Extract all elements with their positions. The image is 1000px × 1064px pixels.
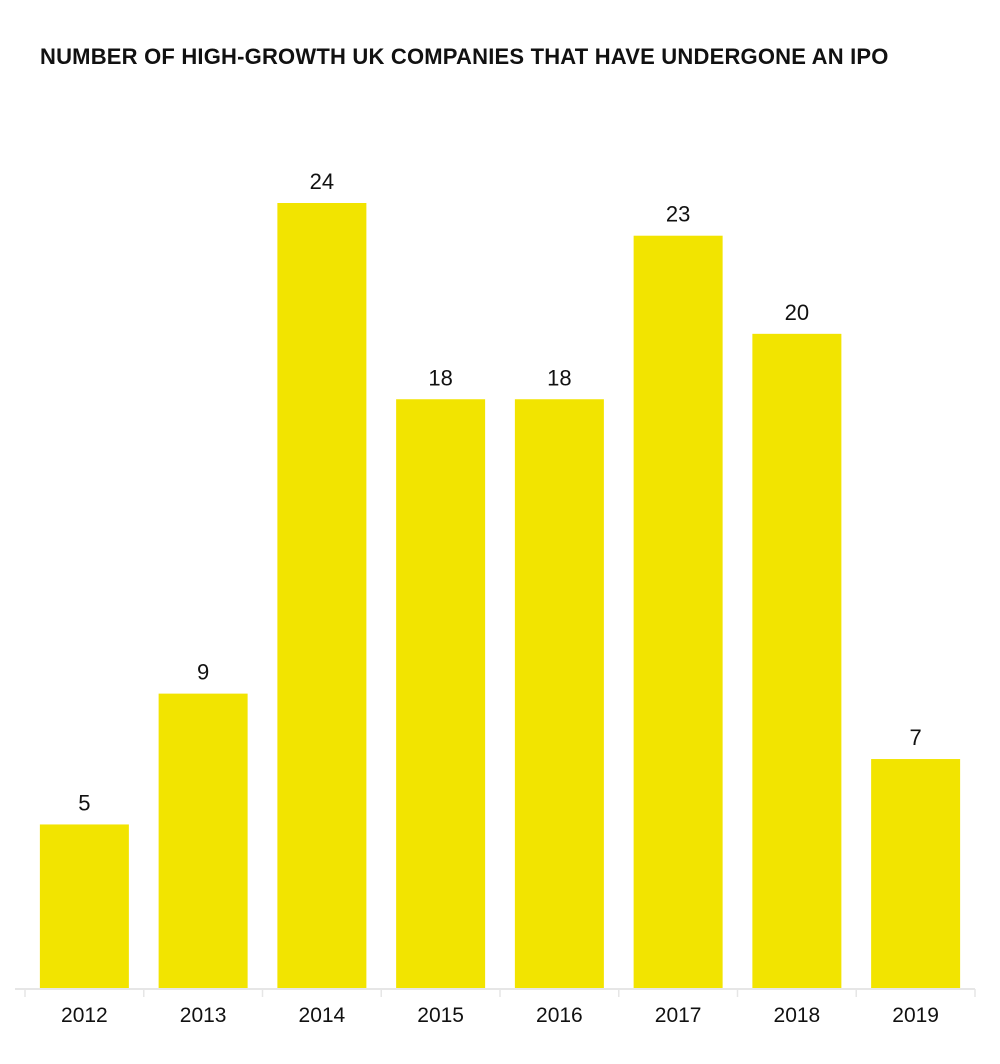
data-labels: 5 9 24 18 18 23 20 7 — [78, 169, 922, 815]
bars — [39, 203, 961, 989]
x-tick-label-2013: 2013 — [180, 1004, 227, 1027]
bar-2012 — [39, 824, 129, 988]
data-label-2016: 18 — [547, 365, 571, 390]
chart-title: NUMBER OF HIGH-GROWTH UK COMPANIES THAT … — [40, 44, 889, 69]
bar-2016 — [514, 399, 604, 988]
data-label-2017: 23 — [666, 202, 690, 227]
x-tick-label-2016: 2016 — [536, 1004, 583, 1027]
x-tick-label-2012: 2012 — [61, 1004, 108, 1027]
data-label-2014: 24 — [310, 169, 334, 194]
x-axis-ticks — [24, 989, 976, 997]
data-label-2018: 20 — [785, 300, 809, 325]
x-tick-label-2014: 2014 — [299, 1004, 346, 1027]
x-tick-label-2017: 2017 — [655, 1004, 702, 1027]
x-tick-label-2018: 2018 — [774, 1004, 821, 1027]
bar-2019 — [871, 759, 961, 988]
data-label-2013: 9 — [197, 660, 209, 685]
bar-2014 — [277, 203, 367, 988]
data-label-2019: 7 — [910, 725, 922, 750]
bar-2018 — [752, 333, 842, 988]
bar-2013 — [158, 693, 248, 988]
bar-2017 — [633, 235, 723, 989]
bar-2015 — [396, 399, 486, 988]
data-label-2012: 5 — [78, 790, 90, 815]
x-axis-tick-labels: 2012 2013 2014 2015 2016 2017 2018 2019 — [61, 1004, 939, 1027]
x-tick-label-2015: 2015 — [417, 1004, 464, 1027]
data-label-2015: 18 — [428, 365, 452, 390]
x-tick-label-2019: 2019 — [892, 1004, 939, 1027]
